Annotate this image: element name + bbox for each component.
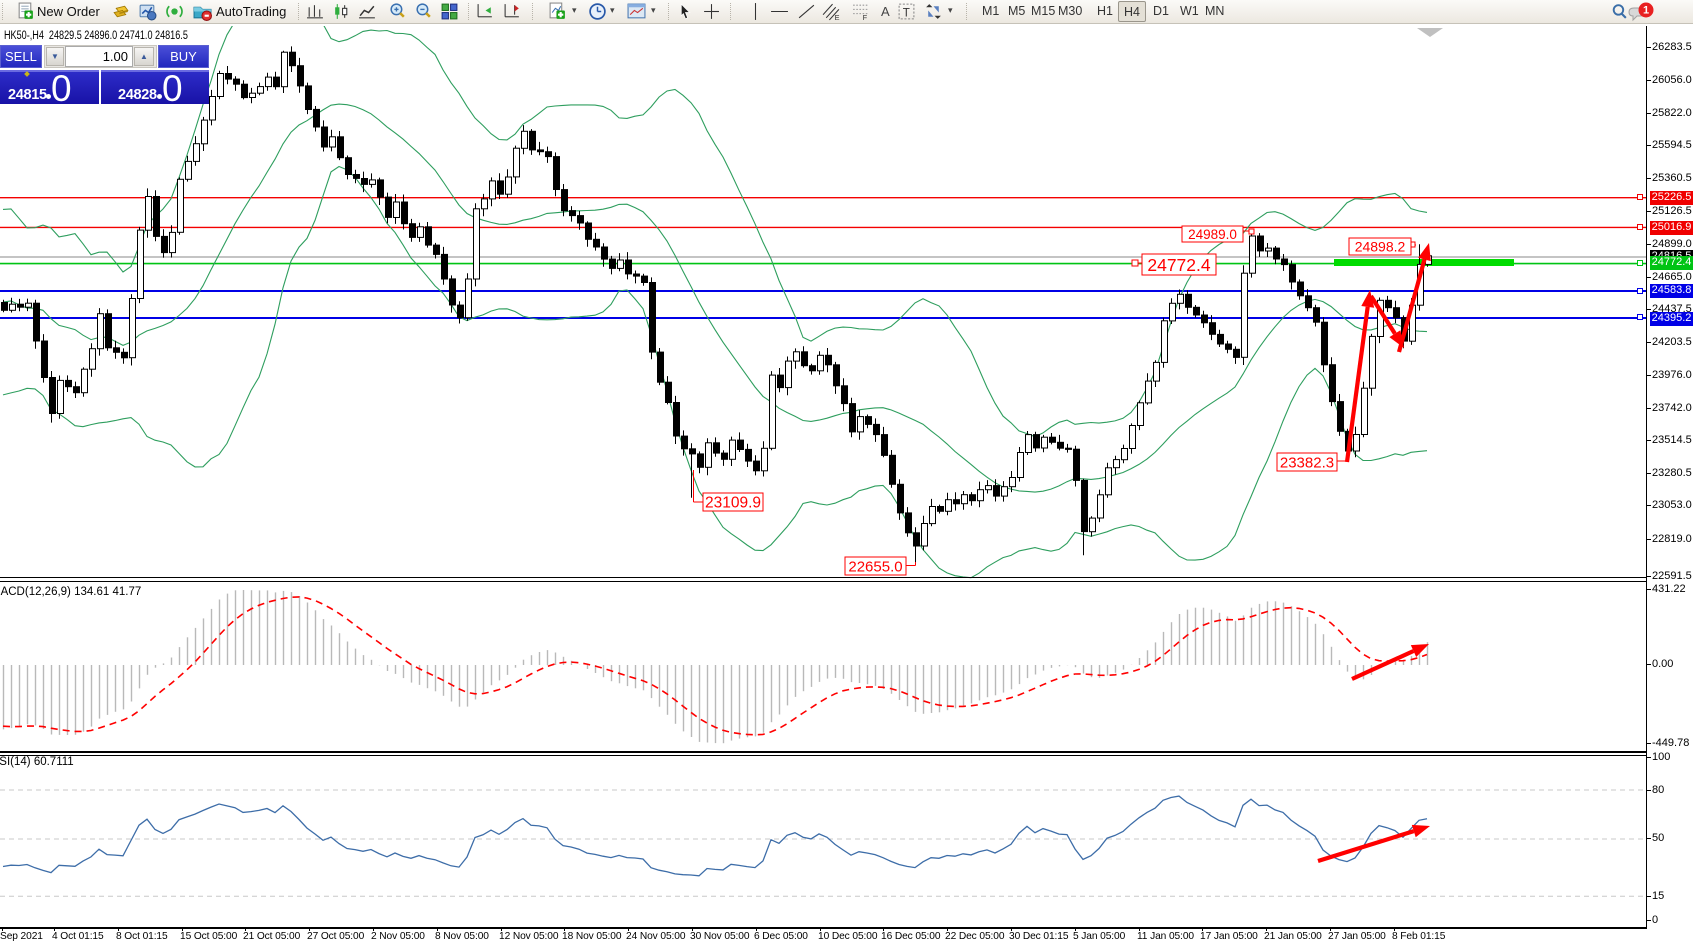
svg-text:T: T [903,6,910,19]
svg-text:23382.3: 23382.3 [1280,454,1334,471]
svg-text:23109.9: 23109.9 [705,495,761,512]
svg-text:E: E [835,13,840,21]
svg-text:24772.4: 24772.4 [1147,255,1211,275]
svg-text:24898.2: 24898.2 [1355,239,1406,255]
svg-text:22655.0: 22655.0 [848,558,902,575]
svg-text:24989.0: 24989.0 [1188,227,1237,242]
svg-text:1: 1 [1643,5,1649,17]
svg-text:F: F [863,13,868,21]
